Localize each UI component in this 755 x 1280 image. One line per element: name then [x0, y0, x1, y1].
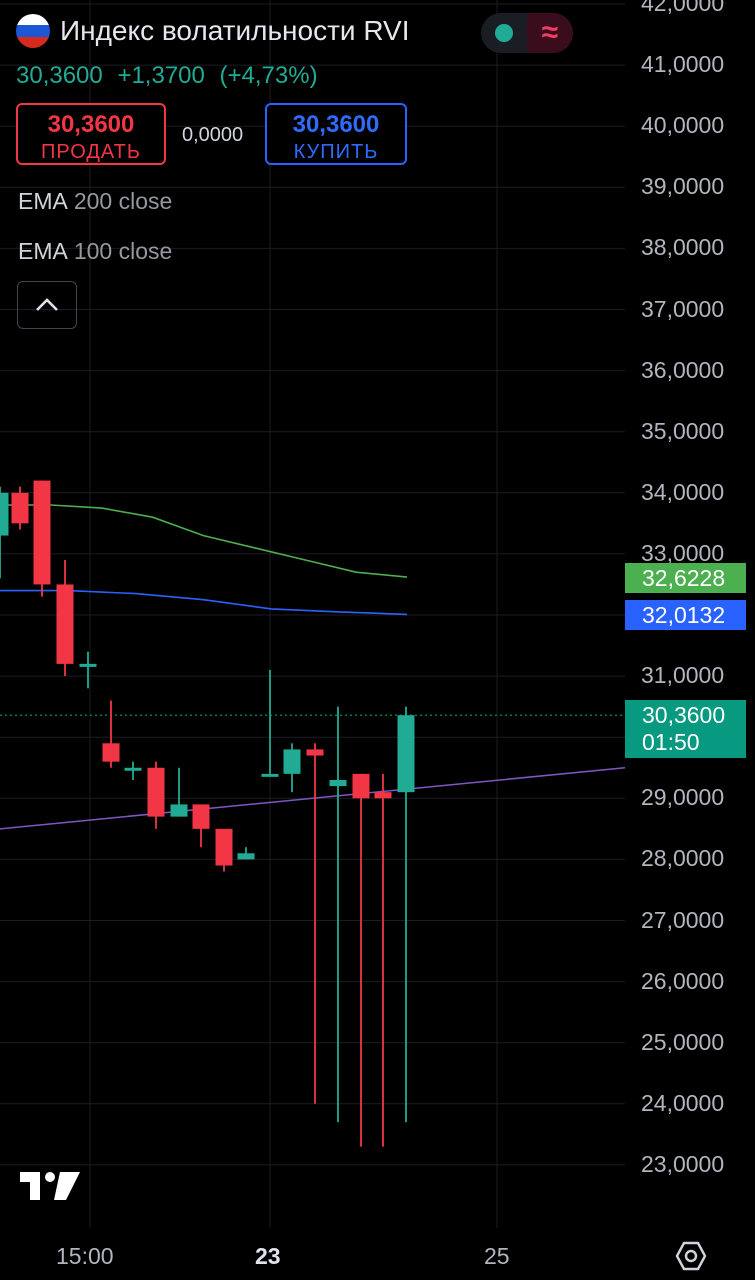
candle-body: [374, 792, 392, 799]
price-axis-label: 34,0000: [641, 478, 725, 505]
price-axis-label: 36,0000: [641, 356, 725, 383]
last-price-tag-value: 30,3600: [642, 702, 726, 728]
time-label: 23: [255, 1243, 281, 1269]
price-axis-label: 37,0000: [641, 295, 725, 322]
candle-body: [283, 749, 301, 774]
sell-button[interactable]: 30,3600 ПРОДАТЬ: [16, 103, 166, 165]
symbol-header[interactable]: Индекс волатильности RVI: [16, 14, 410, 48]
price-change-pct: (+4,73%): [219, 62, 318, 89]
candle-body: [79, 663, 97, 667]
sell-label: ПРОДАТЬ: [40, 141, 142, 163]
price-axis-label: 31,0000: [641, 662, 725, 689]
trendline: [0, 767, 626, 830]
candle-body: [11, 492, 29, 524]
status-badges[interactable]: ≈: [481, 13, 573, 53]
price-axis-label: 24,0000: [641, 1089, 725, 1116]
candle-body: [397, 715, 415, 793]
candle-body: [147, 767, 165, 817]
price-axis-label: 33,0000: [641, 539, 725, 566]
market-open-icon[interactable]: [481, 13, 527, 53]
price-axis-label: 40,0000: [641, 112, 725, 139]
price-change: +1,3700: [117, 62, 205, 89]
candle-body: [170, 804, 188, 817]
price-axis-label: 28,0000: [641, 845, 725, 872]
symbol-title: Индекс волатильности RVI: [60, 15, 410, 46]
candle-body: [56, 584, 74, 664]
last-price: 30,3600: [16, 62, 103, 89]
ema100-price-tag: 32,0132: [625, 600, 746, 630]
volatility-wave-icon[interactable]: ≈: [527, 13, 573, 53]
indicator-name: EMA: [18, 188, 68, 214]
sell-price: 30,3600: [47, 111, 135, 138]
price-axis-label: 42,0000: [641, 0, 725, 16]
bar-countdown: 01:50: [642, 729, 700, 755]
price-axis-label: 27,0000: [641, 906, 725, 933]
candle-body: [192, 804, 210, 829]
ema200-price-tag: 32,6228: [625, 563, 746, 593]
candle-body: [352, 773, 370, 799]
collapse-indicators-button[interactable]: [17, 281, 77, 329]
ema200-line: [0, 504, 408, 578]
price-axis-label: 23,0000: [641, 1150, 725, 1177]
time-label: 25: [484, 1243, 510, 1269]
indicator-ema-200[interactable]: EMA 200 close: [18, 188, 172, 215]
price-axis-label: 26,0000: [641, 967, 725, 994]
candle-body: [306, 749, 324, 756]
candle-body: [124, 767, 142, 771]
time-label: 15:00: [56, 1243, 114, 1269]
candle-body: [0, 492, 9, 536]
tradingview-logo[interactable]: [18, 1168, 82, 1209]
buy-button[interactable]: 30,3600 КУПИТЬ: [265, 103, 407, 165]
settings-icon[interactable]: [675, 1240, 707, 1277]
price-axis-label: 38,0000: [641, 234, 725, 261]
russia-flag-icon: [16, 14, 50, 48]
candle-body: [33, 480, 51, 585]
candle-body: [237, 853, 255, 860]
chevron-up-icon: [36, 298, 58, 311]
indicator-name: EMA: [18, 238, 68, 264]
indicator-args: 100 close: [73, 238, 173, 264]
spread-value: 0,0000: [182, 124, 244, 146]
candle-body: [102, 743, 120, 762]
indicator-ema-100[interactable]: EMA 100 close: [18, 238, 172, 265]
candle-body: [329, 779, 347, 787]
price-axis-label: 41,0000: [641, 51, 725, 78]
last-price-tag: 30,3600 01:50: [625, 700, 746, 758]
indicator-args: 200 close: [73, 188, 173, 214]
candle-body: [261, 773, 279, 777]
price-axis-label: 35,0000: [641, 417, 725, 444]
price-axis-label: 39,0000: [641, 173, 725, 200]
price-axis-label: 25,0000: [641, 1028, 725, 1055]
buy-label: КУПИТЬ: [293, 141, 379, 163]
price-axis-label: 29,0000: [641, 784, 725, 811]
buy-price: 30,3600: [292, 111, 380, 138]
candle-body: [215, 828, 233, 866]
quote-line: 30,3600 +1,3700 (+4,73%): [16, 62, 326, 90]
